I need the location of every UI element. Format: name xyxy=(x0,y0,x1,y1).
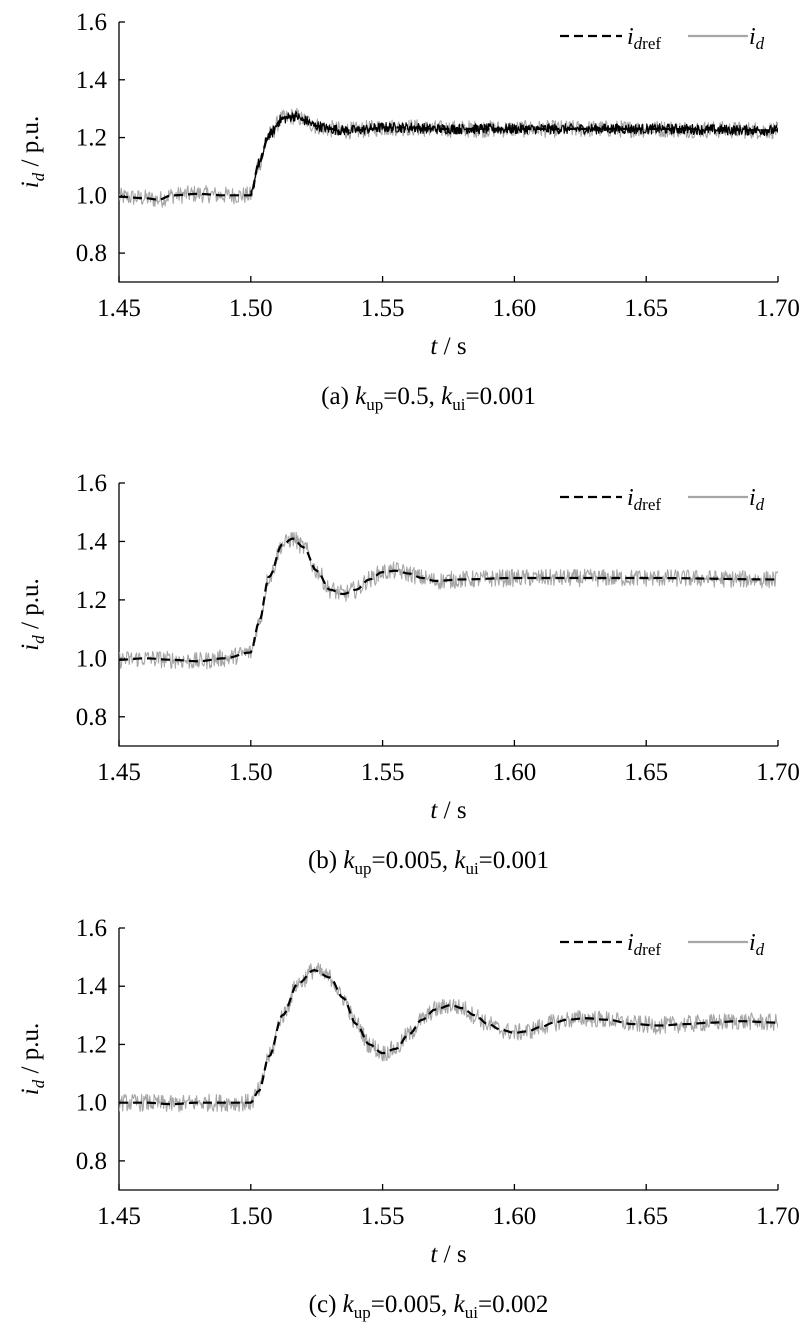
x-tick-label: 1.45 xyxy=(97,295,141,322)
x-tick-label: 1.55 xyxy=(361,759,405,786)
series-line-i-d-dark-trace- xyxy=(250,111,778,195)
y-tick-label: 1.0 xyxy=(76,1090,107,1117)
panel-caption: (b) kup=0.005, kui=0.001 xyxy=(308,847,549,878)
series-line-i-d xyxy=(119,107,778,208)
legend-label-id: id xyxy=(749,24,765,53)
chart-panel-2: 0.8 1.0 1.2 1.4 1.6 1.45 1.50 1.55 1.60 1.65 1.70 i… xyxy=(17,470,800,878)
x-tick-label: 1.50 xyxy=(229,295,273,322)
x-tick-label: 1.70 xyxy=(756,1203,800,1230)
y-tick-label: 1.0 xyxy=(76,645,107,672)
y-tick-label: 0.8 xyxy=(76,1148,107,1175)
x-tick-label: 1.45 xyxy=(97,1203,141,1230)
y-tick-label: 1.2 xyxy=(76,1031,107,1058)
chart-panel-1: 0.8 1.0 1.2 1.4 1.6 1.45 1.50 1.55 1.60 1.65 1.70 i… xyxy=(17,9,800,414)
legend-label-idref: idref xyxy=(627,930,661,959)
series-line-i-dref xyxy=(119,537,778,663)
y-tick-label: 1.0 xyxy=(76,182,107,209)
y-axis-label: id / p.u. xyxy=(17,1023,48,1095)
y-tick-label: 0.8 xyxy=(76,704,107,731)
legend-label-id: id xyxy=(749,930,765,959)
x-tick-label: 1.70 xyxy=(756,759,800,786)
x-tick-label: 1.50 xyxy=(229,1203,273,1230)
x-tick-label: 1.50 xyxy=(229,759,273,786)
legend-label-idref: idref xyxy=(627,485,661,514)
y-axis-label: id / p.u. xyxy=(17,116,48,188)
plot-area xyxy=(119,107,778,208)
legend-label-id: id xyxy=(749,485,765,514)
y-tick-label: 1.6 xyxy=(76,9,107,36)
legend: idref id xyxy=(560,24,765,53)
y-tick-label: 1.6 xyxy=(76,470,107,497)
legend-label-idref: idref xyxy=(627,24,661,53)
plot-area xyxy=(119,962,778,1113)
panel-caption: (a) kup=0.5, kui=0.001 xyxy=(321,383,536,414)
series-line-i-d xyxy=(119,962,778,1113)
x-axis-label: t / s xyxy=(430,333,466,360)
plot-area xyxy=(119,531,778,670)
x-tick-label: 1.65 xyxy=(624,1203,668,1230)
chart-panel-3: 0.8 1.0 1.2 1.4 1.6 1.45 1.50 1.55 1.60 1.65 1.70 i… xyxy=(17,915,800,1322)
panel-caption: (c) kup=0.005, kui=0.002 xyxy=(309,1291,549,1322)
x-tick-label: 1.70 xyxy=(756,295,800,322)
y-tick-label: 1.2 xyxy=(76,587,107,614)
y-tick-label: 1.4 xyxy=(76,973,108,1000)
y-axis-label: id / p.u. xyxy=(17,578,48,650)
x-tick-label: 1.65 xyxy=(624,295,668,322)
y-tick-label: 1.2 xyxy=(76,125,107,152)
x-tick-label: 1.60 xyxy=(493,759,537,786)
series-line-i-d xyxy=(119,531,778,670)
x-tick-label: 1.55 xyxy=(361,295,405,322)
x-axis-label: t / s xyxy=(430,1241,466,1268)
legend: idref id xyxy=(560,485,765,514)
x-tick-label: 1.60 xyxy=(493,1203,537,1230)
legend: idref id xyxy=(560,930,765,959)
x-tick-label: 1.65 xyxy=(624,759,668,786)
axes-frame xyxy=(118,22,778,283)
y-tick-label: 1.4 xyxy=(76,67,108,94)
x-tick-label: 1.60 xyxy=(493,295,537,322)
x-tick-label: 1.55 xyxy=(361,1203,405,1230)
y-tick-label: 0.8 xyxy=(76,240,107,267)
series-line-i-dref xyxy=(119,969,778,1106)
axes-frame xyxy=(118,928,778,1191)
x-tick-label: 1.45 xyxy=(97,759,141,786)
y-tick-label: 1.6 xyxy=(76,915,107,942)
x-axis-label: t / s xyxy=(430,797,466,824)
series-line-i-dref xyxy=(119,114,778,201)
axes-frame xyxy=(118,483,778,747)
y-tick-label: 1.4 xyxy=(76,528,108,555)
